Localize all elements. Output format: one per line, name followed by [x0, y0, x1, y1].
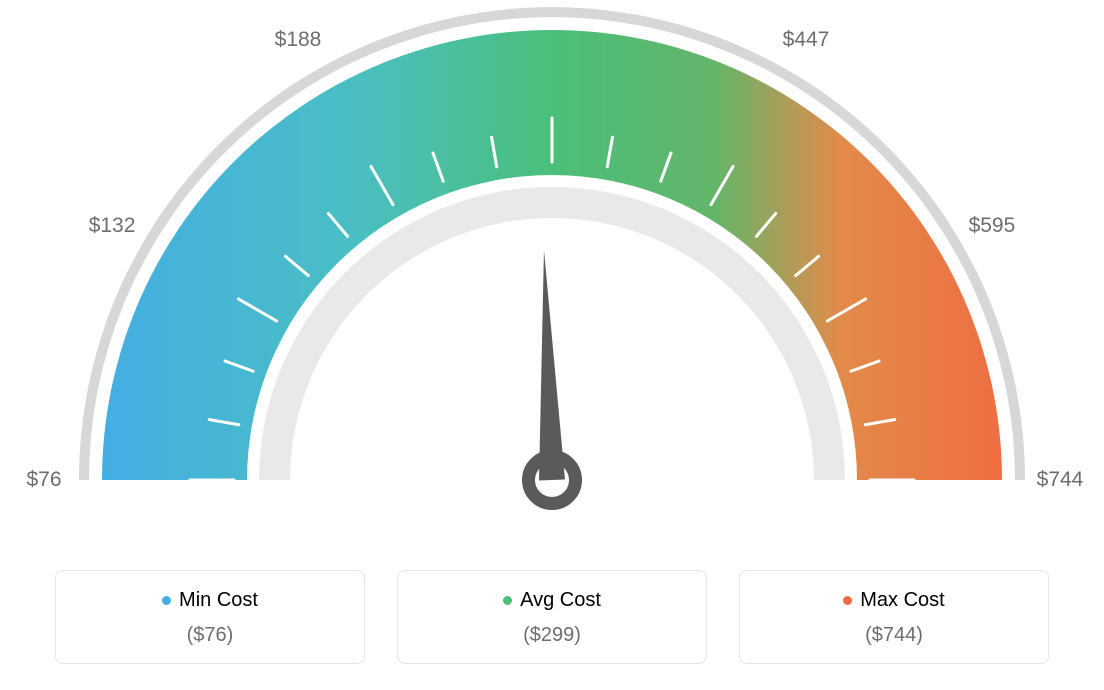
gauge-tick-label: $76: [26, 468, 61, 492]
gauge-tick-label: $447: [783, 28, 830, 52]
legend-card-min: Min Cost ($76): [55, 570, 365, 664]
legend-avg-label: Avg Cost: [503, 589, 601, 612]
legend-avg-value: ($299): [408, 624, 696, 647]
legend-max-value: ($744): [750, 624, 1038, 647]
gauge-tick-label: $132: [89, 214, 136, 238]
gauge-tick-label: $744: [1037, 468, 1084, 492]
legend-max-label: Max Cost: [843, 589, 944, 612]
legend-min-value: ($76): [66, 624, 354, 647]
gauge-tick-label: $188: [275, 28, 322, 52]
legend-min-label: Min Cost: [162, 589, 258, 612]
gauge-chart: $76$132$188$299$447$595$744: [0, 0, 1104, 560]
legend-card-avg: Avg Cost ($299): [397, 570, 707, 664]
gauge-tick-label: $595: [969, 214, 1016, 238]
gauge-svg: [0, 0, 1104, 560]
legend-row: Min Cost ($76) Avg Cost ($299) Max Cost …: [0, 560, 1104, 664]
legend-card-max: Max Cost ($744): [739, 570, 1049, 664]
